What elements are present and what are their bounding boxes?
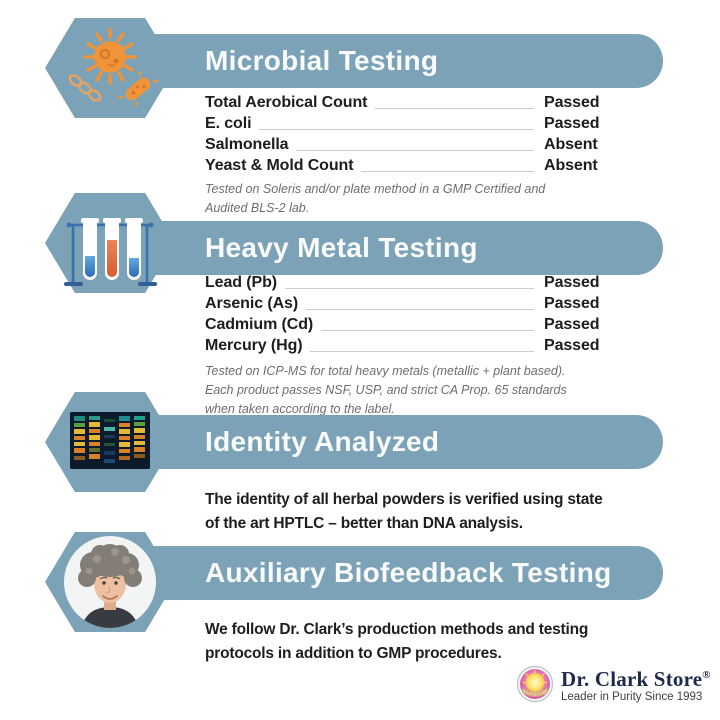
banner-heavy-metal: Heavy Metal Testing: [140, 221, 663, 275]
test-tubes-icon: [64, 218, 157, 286]
section-title: Microbial Testing: [205, 45, 439, 76]
section-body-text: The identity of all herbal powders is ve…: [205, 491, 603, 532]
test-result: Passed: [544, 94, 600, 111]
test-name: Yeast & Mold Count: [205, 157, 354, 174]
test-row: Cadmium (Cd) Passed: [205, 314, 600, 335]
test-result: Absent: [544, 136, 598, 153]
section-title: Auxiliary Biofeedback Testing: [205, 557, 612, 588]
hptlc-gel-icon: [70, 412, 150, 469]
test-result: Passed: [544, 115, 600, 132]
leader-line: [306, 309, 534, 310]
sun-hands-emblem-icon: [516, 665, 554, 703]
section-title: Identity Analyzed: [205, 426, 440, 457]
leader-line: [296, 150, 534, 151]
footnote: Tested on Soleris and/or plate method in…: [205, 182, 546, 215]
section-title: Heavy Metal Testing: [205, 232, 478, 263]
test-row: Salmonella Absent: [205, 134, 600, 155]
test-results-list: Total Aerobical Count Passed E. coli Pas…: [205, 92, 600, 176]
test-row: Lead (Pb) Passed: [205, 272, 600, 293]
bacteria-icon: [68, 28, 159, 107]
test-name: Cadmium (Cd): [205, 316, 314, 333]
test-result: Passed: [544, 274, 600, 291]
test-name: Salmonella: [205, 136, 289, 153]
leader-line: [361, 171, 534, 172]
footnote: Tested on ICP-MS for total heavy metals …: [205, 364, 567, 416]
banner-identity: Identity Analyzed: [140, 415, 663, 469]
test-row: Yeast & Mold Count Absent: [205, 155, 600, 176]
brand-logo: Dr. Clark Store® Leader in Purity Since …: [516, 664, 711, 704]
leader-line: [285, 288, 534, 289]
test-row: Arsenic (As) Passed: [205, 293, 600, 314]
test-name: Total Aerobical Count: [205, 94, 368, 111]
test-name: E. coli: [205, 115, 252, 132]
banner-microbial: Microbial Testing: [140, 34, 663, 88]
registered-mark: ®: [702, 669, 711, 681]
leader-line: [375, 108, 534, 109]
test-name: Arsenic (As): [205, 295, 299, 312]
test-name: Lead (Pb): [205, 274, 277, 291]
test-results-list: Lead (Pb) Passed Arsenic (As) Passed Cad…: [205, 272, 600, 356]
test-result: Passed: [544, 337, 600, 354]
test-row: E. coli Passed: [205, 113, 600, 134]
test-result: Passed: [544, 316, 600, 333]
test-row: Mercury (Hg) Passed: [205, 335, 600, 356]
dr-clark-portrait: [64, 536, 156, 628]
test-result: Absent: [544, 157, 598, 174]
brand-tagline: Leader in Purity Since 1993: [561, 691, 703, 703]
leader-line: [310, 351, 534, 352]
section-body-text: We follow Dr. Clark’s production methods…: [205, 621, 589, 662]
test-result: Passed: [544, 295, 600, 312]
banner-biofeedback: Auxiliary Biofeedback Testing: [140, 546, 663, 600]
test-row: Total Aerobical Count Passed: [205, 92, 600, 113]
leader-line: [321, 330, 534, 331]
leader-line: [259, 129, 534, 130]
brand-name: Dr. Clark Store®: [561, 667, 711, 691]
test-name: Mercury (Hg): [205, 337, 303, 354]
